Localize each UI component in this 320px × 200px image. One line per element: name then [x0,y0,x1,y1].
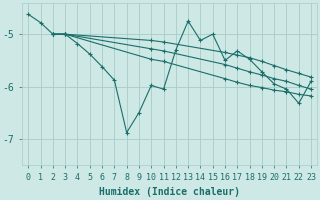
X-axis label: Humidex (Indice chaleur): Humidex (Indice chaleur) [99,187,240,197]
